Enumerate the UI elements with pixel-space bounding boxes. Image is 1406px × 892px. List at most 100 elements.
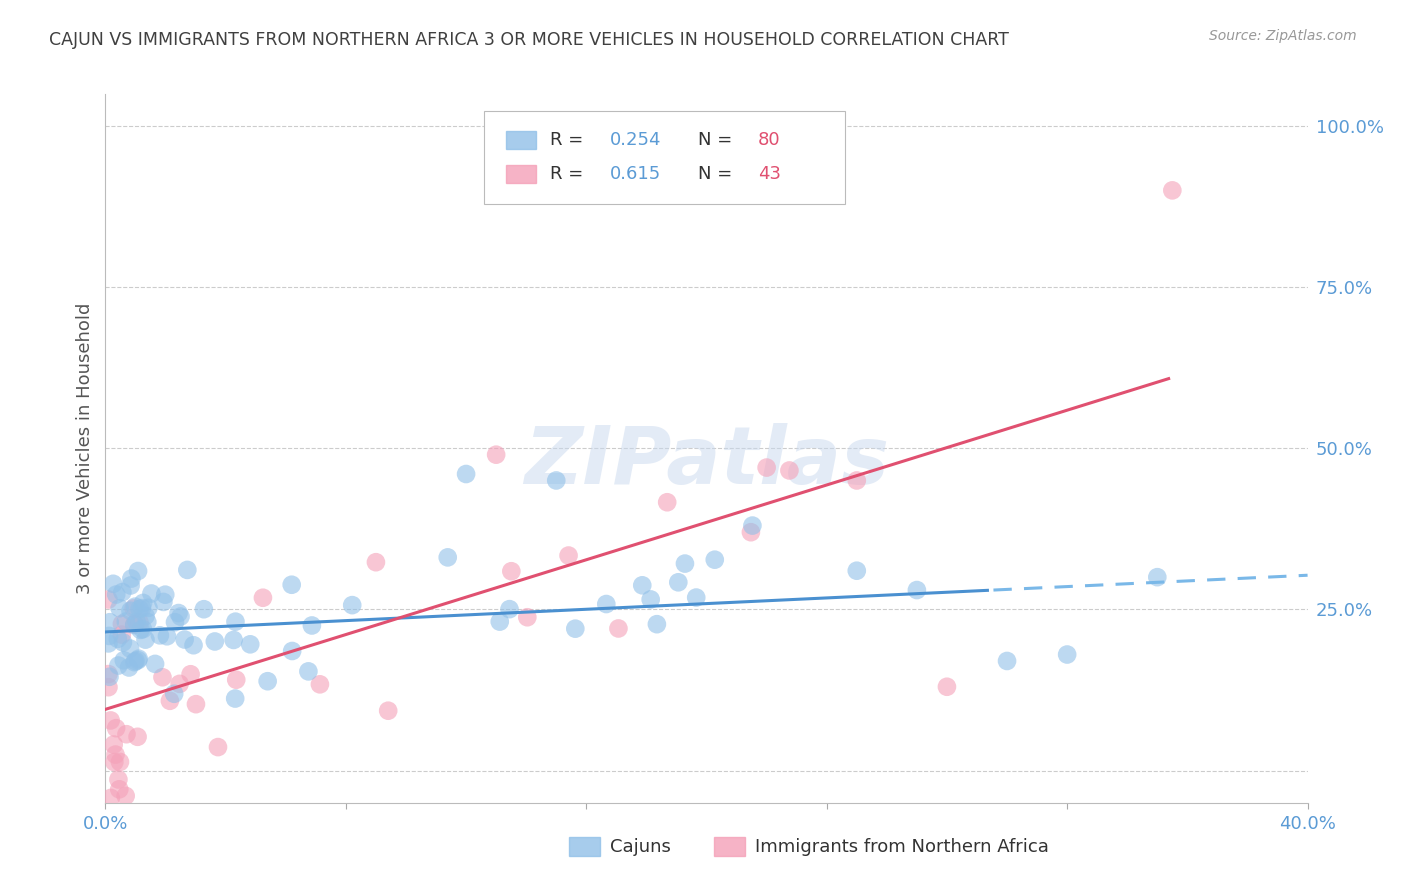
Point [104,747,127,762]
Text: 80: 80 [758,131,780,149]
Point [128,615,150,630]
Point [111,627,134,641]
Point [239,637,262,651]
Point [224,615,246,629]
Point [778,463,800,477]
Point [193,602,215,616]
Text: Source: ZipAtlas.com: Source: ZipAtlas.com [1209,29,1357,43]
Text: 0.254: 0.254 [610,131,662,149]
Point [163,687,186,701]
Point [127,653,149,667]
Point [936,680,959,694]
Point [105,588,128,602]
Point [152,670,174,684]
Point [120,604,142,618]
Point [657,495,679,509]
Point [640,592,662,607]
Point [118,660,141,674]
Point [557,549,579,563]
Point [100,714,122,728]
Point [252,591,274,605]
Bar [506,165,536,183]
Point [111,635,134,649]
Point [607,622,630,636]
Point [107,632,129,646]
Point [115,727,138,741]
Point [364,555,387,569]
Point [131,601,153,615]
Point [97,592,120,607]
Text: ZIPatlas: ZIPatlas [524,424,889,501]
Point [180,667,202,681]
Point [97,667,120,681]
Point [546,474,568,488]
Point [156,629,179,643]
Text: CAJUN VS IMMIGRANTS FROM NORTHERN AFRICA 3 OR MORE VEHICLES IN HOUSEHOLD CORRELA: CAJUN VS IMMIGRANTS FROM NORTHERN AFRICA… [49,31,1010,49]
Point [741,518,763,533]
Point [184,697,207,711]
Point [631,578,654,592]
Point [183,638,205,652]
Bar [714,837,745,856]
Point [516,610,538,624]
Point [685,591,707,605]
Point [127,564,149,578]
Point [132,622,155,636]
Text: N =: N = [699,165,738,183]
Point [111,585,134,599]
Point [120,641,142,656]
Bar [569,837,600,856]
Point [1056,648,1078,662]
Point [159,694,181,708]
Point [280,578,302,592]
Point [124,654,146,668]
Point [173,632,195,647]
Point [645,617,668,632]
Point [114,789,136,803]
Point [129,623,152,637]
Point [501,564,523,578]
Point [755,460,778,475]
Point [740,525,762,540]
Point [111,617,134,632]
Point [703,552,725,566]
Point [103,738,125,752]
Point [135,608,157,623]
Point [120,572,142,586]
Point [124,655,146,669]
Text: 43: 43 [758,165,782,183]
Text: N =: N = [699,131,738,149]
Point [115,615,138,629]
Point [143,657,166,671]
Point [281,644,304,658]
Point [98,670,121,684]
Point [132,596,155,610]
Point [176,563,198,577]
Point [595,597,617,611]
Point [127,730,149,744]
Point [107,772,129,787]
Point [108,782,131,797]
Point [666,575,689,590]
Point [377,704,399,718]
Point [134,632,156,647]
Point [152,595,174,609]
Point [155,588,177,602]
Point [101,576,124,591]
Y-axis label: 3 or more Vehicles in Household: 3 or more Vehicles in Household [76,302,94,594]
Point [167,606,190,620]
Point [297,665,319,679]
Point [112,653,135,667]
FancyBboxPatch shape [484,112,845,203]
Point [98,629,121,643]
Point [485,448,508,462]
Point [207,740,229,755]
Point [342,598,364,612]
Text: R =: R = [550,165,589,183]
Point [309,677,332,691]
Point [97,680,120,694]
Point [995,654,1018,668]
Point [222,632,245,647]
Point [108,601,131,615]
Point [169,609,191,624]
